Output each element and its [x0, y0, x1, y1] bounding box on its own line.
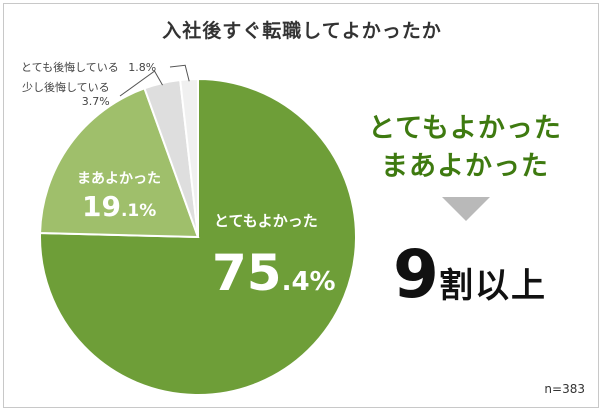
- label-very-regret-value: 1.8%: [128, 61, 157, 74]
- label-very-good-dec: .4%: [281, 267, 336, 297]
- label-fairly-good-dec: .1%: [120, 201, 157, 221]
- label-very-good-value: 75.4%: [212, 244, 336, 302]
- label-slight-regret-text: 少し後悔している: [22, 81, 110, 94]
- slice-fairly-good: [39, 87, 200, 239]
- label-very-regret-text: とても後悔している: [21, 61, 119, 74]
- sample-size: n=383: [544, 382, 585, 396]
- label-slight-regret-value: 3.7%: [81, 95, 110, 108]
- label-fairly-good-text: まあよかった: [77, 171, 161, 187]
- label-fairly-good-value: 19.1%: [82, 190, 156, 223]
- chart-title: 入社後すぐ転職してよかったか: [162, 20, 442, 42]
- summary-result-number: 9: [393, 236, 439, 313]
- summary-line-2: まあよかった: [381, 151, 549, 182]
- label-very-good-text: とてもよかった: [214, 212, 318, 230]
- label-slight-regret: 少し後悔している 3.7%: [22, 81, 110, 109]
- slice-very-regret-leader: [169, 64, 190, 82]
- summary-result: 9割以上: [355, 236, 585, 313]
- down-arrow-icon: [442, 197, 490, 221]
- summary-line-1: とてもよかった: [368, 113, 562, 144]
- slice-slight-regret-leader: [119, 70, 163, 97]
- label-fairly-good-int: 19: [82, 190, 121, 223]
- label-very-good-int: 75: [212, 244, 282, 302]
- summary-result-text: 割以上: [438, 266, 547, 306]
- label-very-regret: とても後悔している 1.8%: [21, 61, 156, 75]
